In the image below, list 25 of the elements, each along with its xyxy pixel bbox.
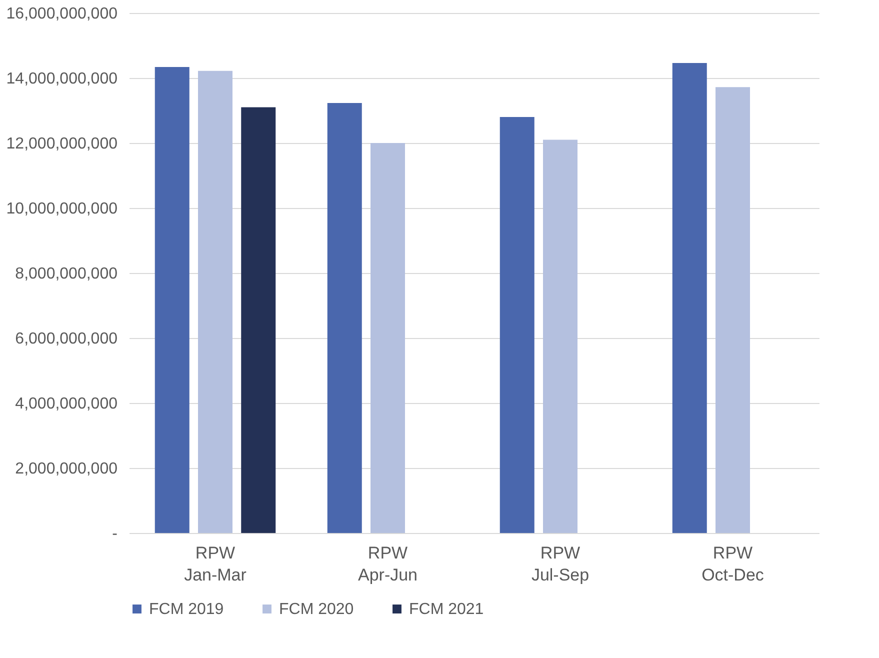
y-tick-label: 16,000,000,000 — [6, 6, 118, 22]
bar — [543, 140, 578, 533]
x-tick-label: RPW Jul-Sep — [531, 544, 590, 584]
bar — [370, 143, 405, 533]
x-tick-label: RPW Apr-Jun — [358, 544, 418, 584]
legend-label: FCM 2020 — [279, 601, 354, 618]
x-tick-label: RPW Jan-Mar — [184, 544, 247, 584]
y-tick-label: 4,000,000,000 — [15, 396, 118, 412]
bar — [672, 63, 707, 533]
y-tick-label: 12,000,000,000 — [6, 136, 118, 152]
y-tick-label: 14,000,000,000 — [6, 70, 118, 88]
legend-label: FCM 2019 — [149, 601, 224, 618]
bar — [241, 107, 276, 533]
y-tick-label: 2,000,000,000 — [15, 460, 118, 478]
bar — [327, 103, 362, 533]
y-tick-label: 8,000,000,000 — [15, 266, 118, 282]
y-tick-label: 6,000,000,000 — [15, 330, 118, 348]
x-tick-label: RPW Oct-Dec — [702, 544, 764, 584]
bar — [198, 70, 232, 533]
legend-label: FCM 2021 — [409, 601, 484, 618]
y-tick-label: 10,000,000,000 — [6, 200, 118, 218]
bar — [500, 117, 534, 533]
bar — [154, 66, 190, 533]
bar — [716, 87, 750, 533]
y-tick-label: - — [112, 526, 118, 542]
